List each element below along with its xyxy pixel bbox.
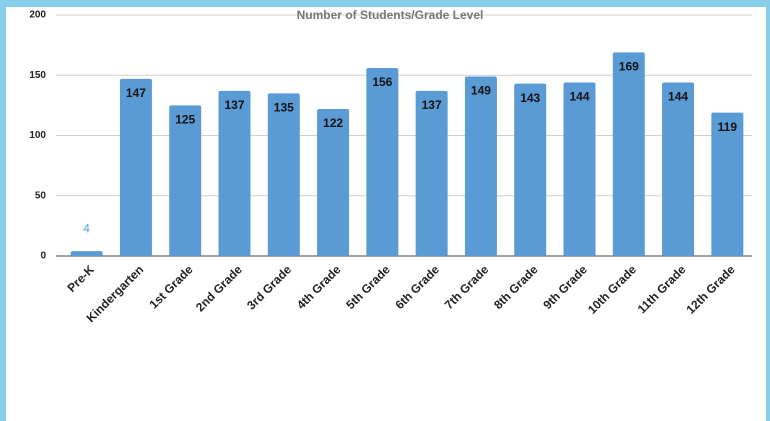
bar xyxy=(415,90,448,256)
value-label: 147 xyxy=(126,86,146,100)
bar xyxy=(662,82,695,256)
value-label: 137 xyxy=(422,98,442,112)
y-tick-label: 200 xyxy=(29,10,46,21)
bar xyxy=(514,83,547,256)
y-tick-label: 100 xyxy=(29,130,46,141)
value-label: 156 xyxy=(372,75,392,89)
value-label: 119 xyxy=(718,120,738,134)
value-label: 125 xyxy=(175,113,195,127)
value-label: 143 xyxy=(520,91,540,105)
value-label: 135 xyxy=(274,100,294,114)
left-border xyxy=(0,0,6,421)
value-label: 122 xyxy=(323,116,343,130)
chart-title: Number of Students/Grade Level xyxy=(297,8,484,22)
bar xyxy=(119,78,152,257)
value-label: 137 xyxy=(224,98,244,112)
bar xyxy=(218,90,251,256)
bar xyxy=(612,52,645,257)
right-border xyxy=(766,0,770,421)
bar xyxy=(464,76,497,256)
y-tick-label: 50 xyxy=(35,190,47,201)
bar xyxy=(711,112,744,256)
value-label: 144 xyxy=(668,90,688,104)
bar xyxy=(317,108,350,257)
y-tick-label: 0 xyxy=(40,251,46,262)
value-label: 149 xyxy=(471,84,491,98)
bar xyxy=(366,68,399,257)
bar xyxy=(563,82,596,256)
value-label: 169 xyxy=(619,60,639,74)
value-label: 144 xyxy=(569,90,589,104)
bar xyxy=(169,105,202,256)
bar xyxy=(70,251,103,256)
y-tick-label: 150 xyxy=(29,70,46,81)
value-label: 4 xyxy=(83,221,90,235)
top-border xyxy=(0,0,770,7)
bar xyxy=(267,93,300,256)
